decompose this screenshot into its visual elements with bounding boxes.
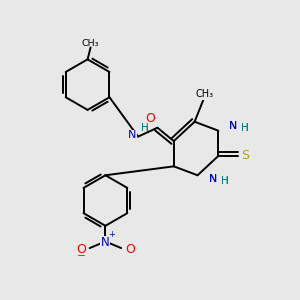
Text: H: H	[141, 123, 148, 133]
Text: N: N	[128, 130, 136, 140]
Text: S: S	[241, 149, 249, 162]
Text: O: O	[145, 112, 155, 125]
Text: CH₃: CH₃	[82, 38, 99, 47]
Text: H: H	[141, 123, 148, 133]
Text: CH₃: CH₃	[195, 89, 213, 99]
Text: N: N	[208, 174, 217, 184]
Text: H: H	[241, 123, 249, 133]
Text: N: N	[128, 130, 136, 140]
Text: O: O	[125, 243, 135, 256]
Text: O: O	[76, 243, 86, 256]
Text: H: H	[221, 176, 229, 186]
Text: +: +	[108, 230, 115, 239]
Text: H: H	[221, 176, 229, 186]
Text: N: N	[230, 121, 238, 131]
Text: N: N	[208, 174, 217, 184]
Text: H: H	[241, 123, 249, 133]
Text: −: −	[77, 251, 86, 261]
Text: O: O	[145, 112, 155, 125]
Text: S: S	[241, 149, 249, 162]
Text: CH₃: CH₃	[195, 89, 213, 99]
Text: N: N	[230, 121, 238, 131]
Text: N: N	[101, 236, 110, 249]
